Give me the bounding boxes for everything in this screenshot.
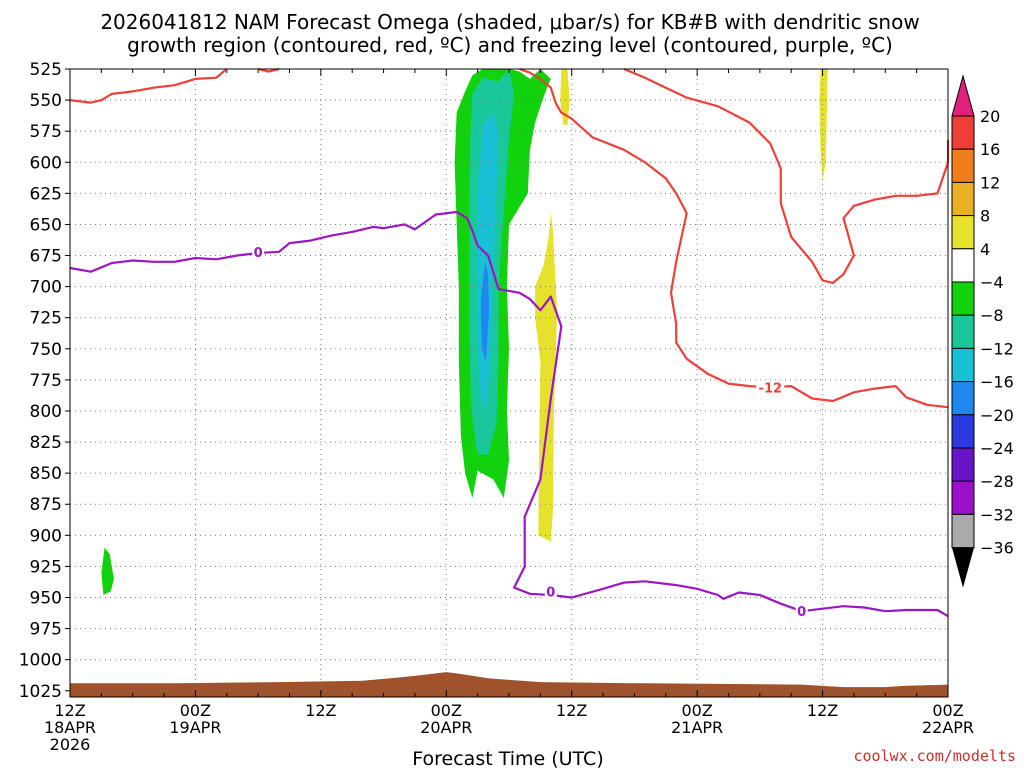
y-tick-label-1: 550 <box>30 91 62 111</box>
omega-region-5 <box>560 69 570 125</box>
x-tick-label-3-1: 00Z <box>431 701 462 720</box>
colorbar-label-8: −16 <box>980 373 1014 392</box>
omega-region-3 <box>480 261 490 362</box>
x-tick-label-5-2: 21APR <box>671 718 723 737</box>
chart-title-line2: growth region (contoured, red, ºC) and f… <box>127 33 893 57</box>
colorbar-swatch-8 <box>951 381 975 416</box>
contour-label-0-2: 0 <box>797 605 806 620</box>
colorbar-swatch-5 <box>951 281 975 316</box>
y-tick-label-6: 675 <box>30 247 62 267</box>
omega-colorbar: 20 16 12 8 4 −4 −8 −12 −16 −20 −24 −28 −32 −36 <box>951 74 1014 588</box>
y-tick-label-2: 575 <box>30 122 62 142</box>
x-axis-title: Forecast Time (UTC) <box>412 748 603 768</box>
x-tick-label-0-2: 18APR <box>44 718 96 737</box>
contour-label-0-1: 0 <box>546 585 555 600</box>
contour-line-2 <box>623 67 950 284</box>
plot-frame <box>69 68 949 698</box>
colorbar-swatch-9 <box>951 414 975 449</box>
omega-region-4 <box>101 547 114 595</box>
y-tick-label-9: 750 <box>30 340 62 360</box>
x-tick-label-1-2: 19APR <box>169 718 221 737</box>
colorbar-label-6: −8 <box>980 306 1004 325</box>
colorbar-label-12: −32 <box>980 505 1014 524</box>
x-tick-label-7-1: 00Z <box>932 701 963 720</box>
colorbar-swatch-7 <box>951 347 975 383</box>
x-tick-label-6-1: 12Z <box>807 701 838 720</box>
y-tick-label-11: 800 <box>30 402 62 422</box>
omega-shading-layer <box>101 69 828 595</box>
colorbar-label-1: 16 <box>980 140 1000 159</box>
colorbar-bottom-arrow <box>952 547 974 588</box>
y-tick-label-17: 950 <box>30 589 62 609</box>
y-tick-label-15: 900 <box>30 526 62 546</box>
x-tick-label-1-1: 00Z <box>180 701 211 720</box>
y-tick-label-3: 600 <box>30 153 62 173</box>
colorbar-label-4: 4 <box>980 240 990 259</box>
colorbar-label-9: −20 <box>980 406 1014 425</box>
colorbar-label-5: −4 <box>980 273 1004 292</box>
colorbar-label-0: 20 <box>980 107 1000 126</box>
contour-line-1 <box>69 67 949 409</box>
y-tick-label-20: 1025 <box>19 682 62 702</box>
colorbar-swatch-11 <box>951 480 975 515</box>
y-tick-label-19: 1000 <box>19 651 62 671</box>
contour-label-1-0: -12 <box>759 381 783 396</box>
contour-line-0 <box>69 210 949 618</box>
omega-region-7 <box>819 69 828 181</box>
contour-label-bg <box>544 584 557 599</box>
y-tick-label-10: 775 <box>30 371 62 391</box>
x-tick-label-5-1: 00Z <box>681 701 712 720</box>
x-tick-label-7-2: 22APR <box>922 718 974 737</box>
y-axis: 525 550 575 600 625 650 675 700 725 750 775 800 825 8… <box>19 60 70 702</box>
y-tick-label-7: 700 <box>30 278 62 298</box>
colorbar-label-10: −24 <box>980 439 1014 458</box>
contour-label-bg <box>795 604 808 619</box>
colorbar-label-11: −28 <box>980 472 1014 491</box>
omega-region-6 <box>535 212 558 542</box>
terrain-layer <box>70 672 948 697</box>
y-tick-label-5: 650 <box>30 215 62 235</box>
colorbar-label-7: −12 <box>980 339 1014 358</box>
colorbar-swatch-1 <box>951 148 975 183</box>
y-tick-label-13: 850 <box>30 464 62 484</box>
x-tick-label-0-3: 2026 <box>50 735 91 754</box>
colorbar-swatch-0 <box>951 115 975 150</box>
colorbar-label-13: −36 <box>980 539 1014 558</box>
colorbar-swatch-4 <box>951 248 975 283</box>
y-tick-label-12: 825 <box>30 433 62 453</box>
colorbar-swatch-3 <box>951 215 975 250</box>
colorbar-swatch-2 <box>951 181 975 217</box>
colorbar-label-3: 8 <box>980 207 990 226</box>
x-tick-label-4-1: 12Z <box>556 701 587 720</box>
y-tick-label-0: 525 <box>30 60 62 80</box>
y-tick-label-8: 725 <box>30 309 62 329</box>
colorbar-swatch-6 <box>951 314 975 349</box>
y-tick-label-4: 625 <box>30 184 62 204</box>
y-tick-label-14: 875 <box>30 495 62 515</box>
contour-label-bg <box>756 380 785 395</box>
chart-title: 2026041812 NAM Forecast Omega (shaded, μ… <box>100 10 919 57</box>
contour-label-0-0: 0 <box>254 246 263 261</box>
contour-layer: 0 0 0 -12 <box>69 67 950 620</box>
x-tick-label-0-1: 12Z <box>54 701 85 720</box>
x-tick-label-2-1: 12Z <box>305 701 336 720</box>
credit-link[interactable]: coolwx.com/modelts <box>853 747 1016 765</box>
y-tick-label-18: 975 <box>30 620 62 640</box>
chart-title-line1: 2026041812 NAM Forecast Omega (shaded, μ… <box>100 10 919 34</box>
contour-label-bg <box>252 244 265 259</box>
y-tick-label-16: 925 <box>30 557 62 577</box>
colorbar-label-2: 12 <box>980 173 1000 192</box>
colorbar-swatch-10 <box>951 447 975 482</box>
x-tick-label-3-2: 20APR <box>420 718 472 737</box>
terrain-fill <box>70 672 948 697</box>
colorbar-swatch-12 <box>951 513 975 549</box>
colorbar-top-arrow <box>951 74 975 117</box>
